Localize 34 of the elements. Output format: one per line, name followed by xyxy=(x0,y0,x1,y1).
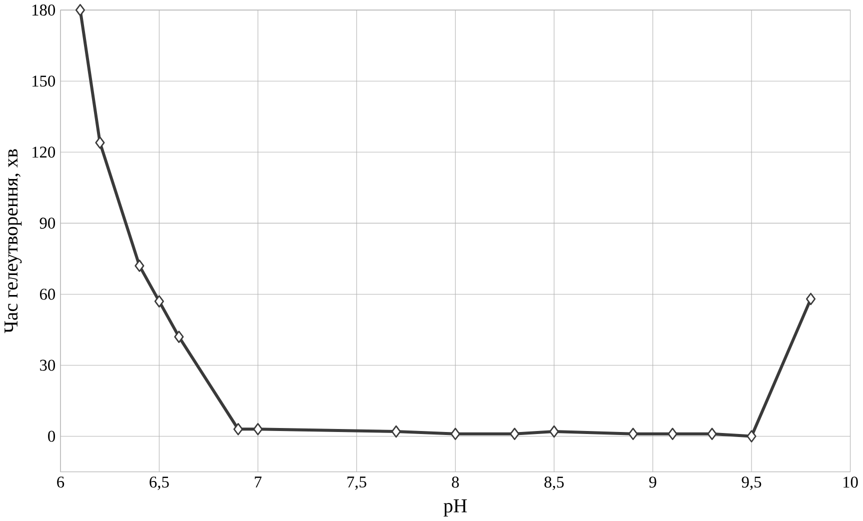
y-tick-label: 120 xyxy=(32,146,56,158)
x-tick-label: 8,5 xyxy=(544,476,564,490)
y-tick-label: 0 xyxy=(48,430,56,442)
x-tick-label: 7,5 xyxy=(347,476,366,490)
x-tick-label: 7 xyxy=(254,476,262,488)
point xyxy=(253,423,263,436)
x-tick-label: 9,5 xyxy=(742,476,762,490)
point xyxy=(668,428,678,440)
y-tick-label: 90 xyxy=(40,218,56,229)
y-tick-label: 150 xyxy=(32,76,56,87)
y-tick-label: 60 xyxy=(40,288,56,300)
point xyxy=(391,425,401,438)
x-tick-label: 6 xyxy=(57,476,64,488)
x-tick-label: 6,5 xyxy=(150,476,169,490)
x-tick-label: 8 xyxy=(452,476,459,488)
point xyxy=(233,423,243,436)
point xyxy=(174,330,184,343)
point xyxy=(134,260,144,272)
point xyxy=(806,292,816,306)
x-axis-title: pH xyxy=(444,499,467,516)
point xyxy=(510,428,520,440)
point xyxy=(154,295,164,308)
y-tick-label: 180 xyxy=(32,4,56,16)
point xyxy=(746,430,756,442)
x-tick-label: 10 xyxy=(844,476,858,488)
y-axis-title: Час гелеутворення, хв xyxy=(4,149,22,334)
x-tick-label: 9 xyxy=(649,476,656,488)
point xyxy=(549,425,559,438)
y-tick-label: 30 xyxy=(40,360,56,371)
point xyxy=(450,428,460,440)
point xyxy=(75,4,86,16)
point xyxy=(707,428,717,440)
point xyxy=(95,136,105,149)
point xyxy=(628,428,638,440)
